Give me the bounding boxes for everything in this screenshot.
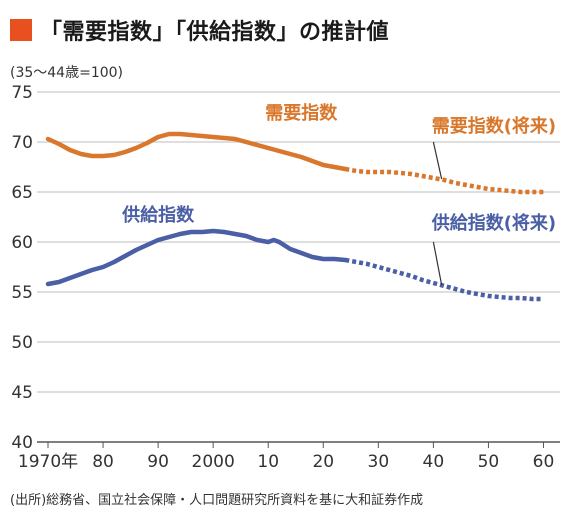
series-label-3: 供給指数(将来) xyxy=(431,212,556,234)
y-tick-label-45: 45 xyxy=(11,383,33,403)
x-tick-label-8: 50 xyxy=(478,452,500,472)
x-tick-label-2: 90 xyxy=(147,452,169,472)
gridlines xyxy=(37,91,560,443)
y-unit-note: (35〜44歳=100) xyxy=(10,65,124,81)
x-tick-label-6: 30 xyxy=(368,452,390,472)
series-lines xyxy=(45,131,544,302)
x-tick-label-5: 20 xyxy=(312,452,334,472)
series-line-3 xyxy=(344,257,544,302)
series-line-2 xyxy=(45,228,348,287)
y-tick-label-55: 55 xyxy=(11,283,33,303)
chart-title: 「需要指数」「供給指数」の推計値 xyxy=(40,20,390,45)
series-label-0: 需要指数 xyxy=(265,102,338,124)
x-tick-label-4: 10 xyxy=(257,452,279,472)
y-tick-label-60: 60 xyxy=(11,233,33,253)
y-tick-label-75: 75 xyxy=(11,83,33,103)
y-tick-label-40: 40 xyxy=(11,433,33,453)
series-line-0 xyxy=(45,131,348,172)
y-tick-label-50: 50 xyxy=(11,333,33,353)
x-axis-ticks: 1970年 80 90 2000 10 20 30 40 50 60 xyxy=(18,442,554,472)
series-line-1 xyxy=(344,166,544,195)
y-axis-ticks: 40 45 50 55 60 65 70 75 xyxy=(11,83,33,453)
title-marker xyxy=(10,19,32,41)
series-leader-1 xyxy=(432,141,443,180)
x-tick-label-9: 60 xyxy=(533,452,555,472)
x-tick-label-3: 2000 xyxy=(192,452,235,472)
x-tick-label-7: 40 xyxy=(423,452,445,472)
x-tick-label-1: 80 xyxy=(92,452,114,472)
series-label-1: 需要指数(将来) xyxy=(432,115,556,137)
y-tick-label-70: 70 xyxy=(11,133,33,153)
y-tick-label-65: 65 xyxy=(11,183,33,203)
x-tick-label-0: 1970年 xyxy=(18,452,78,472)
series-label-2: 供給指数 xyxy=(121,204,195,226)
source-note: (出所)総務省、国立社会保障・人口問題研究所資料を基に大和証券作成 xyxy=(10,493,424,508)
series-leader-3 xyxy=(432,241,443,286)
title-row: 「需要指数」「供給指数」の推計値 xyxy=(10,14,389,46)
